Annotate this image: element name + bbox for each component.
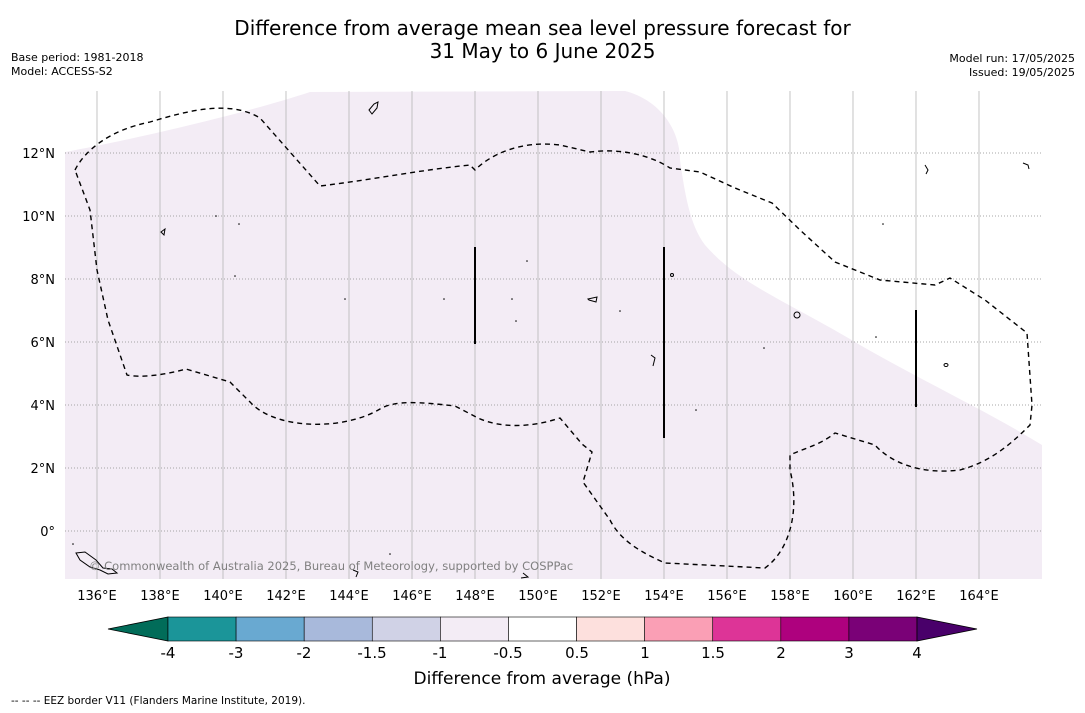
- colorbar-cell: [303, 616, 373, 642]
- lon-label: 162°E: [896, 589, 936, 604]
- colorbar-tick-label: 0.5: [565, 644, 589, 662]
- lon-label: 158°E: [770, 589, 810, 604]
- colorbar-tick-label: -0.5: [493, 644, 522, 662]
- colorbar-cell: [440, 616, 509, 642]
- map-title-line-1: Difference from average mean sea level p…: [234, 16, 851, 40]
- lon-label: 150°E: [518, 589, 558, 604]
- colorbar-tick-label: 3: [844, 644, 854, 662]
- colorbar-tick-label: -1: [433, 644, 448, 662]
- colorbar-tick-label: 4: [912, 644, 922, 662]
- issued-text: Issued: 19/05/2025: [968, 66, 1075, 79]
- meta-left: Base period: 1981-2018 Model: ACCESS-S2: [11, 51, 143, 79]
- island-outlines: [75, 101, 1030, 579]
- anomaly-shaded-region: [65, 91, 1042, 579]
- colorbar-cell: [235, 616, 305, 642]
- lat-label: 10°N: [22, 210, 55, 225]
- colorbar-cells: [167, 616, 918, 642]
- lat-label: 6°N: [31, 336, 56, 351]
- colorbar-under-arrow: [107, 616, 169, 642]
- lon-label: 154°E: [644, 589, 684, 604]
- colorbar-tick-label: 1.5: [701, 644, 725, 662]
- lon-label: 148°E: [455, 589, 495, 604]
- colorbar-cell: [167, 616, 237, 642]
- lon-label: 164°E: [959, 589, 999, 604]
- base-period-text: Base period: 1981-2018: [11, 51, 144, 64]
- longitude-labels: 136°E 138°E 140°E 142°E 144°E 146°E 148°…: [77, 589, 999, 604]
- colorbar-cell: [644, 616, 714, 642]
- colorbar-cell: [712, 616, 782, 642]
- colorbar-cell: [780, 616, 850, 642]
- map-title-line-2: 31 May to 6 June 2025: [429, 39, 656, 63]
- colorbar-title: Difference from average (hPa): [414, 669, 671, 689]
- latitude-labels: 12°N 10°N 8°N 6°N 4°N 2°N 0°: [22, 147, 55, 540]
- lon-label: 152°E: [581, 589, 621, 604]
- colorbar: -4 -3 -2 -1.5 -1 -0.5 0.5 1 1.5 2 3 4 Di…: [107, 616, 978, 689]
- eez-border-line: [74, 107, 1033, 569]
- lon-label: 156°E: [707, 589, 747, 604]
- lon-label: 160°E: [833, 589, 873, 604]
- meta-right: Model run: 17/05/2025 Issued: 19/05/2025: [949, 52, 1075, 80]
- lat-label: 8°N: [31, 273, 56, 288]
- colorbar-cell: [576, 616, 645, 642]
- lon-label: 146°E: [392, 589, 432, 604]
- lat-label: 2°N: [31, 462, 56, 477]
- model-run-text: Model run: 17/05/2025: [949, 52, 1075, 65]
- colorbar-cell: [848, 616, 918, 642]
- lon-label: 142°E: [266, 589, 306, 604]
- lon-label: 136°E: [77, 589, 117, 604]
- colorbar-tick-label: -2: [297, 644, 312, 662]
- lat-label: 12°N: [22, 147, 55, 162]
- colorbar-tick-labels: -4 -3 -2 -1.5 -1 -0.5 0.5 1 1.5 2 3 4: [161, 644, 922, 662]
- colorbar-tick-label: 1: [640, 644, 650, 662]
- island-dots: [72, 215, 884, 555]
- lon-label: 138°E: [140, 589, 180, 604]
- colorbar-tick-label: -1.5: [357, 644, 386, 662]
- lon-label: 144°E: [329, 589, 369, 604]
- model-text: Model: ACCESS-S2: [11, 65, 113, 78]
- colorbar-tick-label: -4: [161, 644, 176, 662]
- footer-eez-note: -- -- -- EEZ border V11 (Flanders Marine…: [11, 695, 306, 707]
- colorbar-cell: [371, 616, 441, 642]
- lat-label: 4°N: [31, 399, 56, 414]
- colorbar-over-arrow: [916, 616, 978, 642]
- copyright-text: © Commonwealth of Australia 2025, Bureau…: [89, 559, 573, 573]
- colorbar-tick-label: -3: [229, 644, 244, 662]
- lat-label: 0°: [40, 525, 55, 540]
- lon-label: 140°E: [203, 589, 243, 604]
- latitude-gridlines: [65, 152, 1042, 532]
- colorbar-cell: [508, 616, 577, 642]
- colorbar-tick-label: 2: [776, 644, 786, 662]
